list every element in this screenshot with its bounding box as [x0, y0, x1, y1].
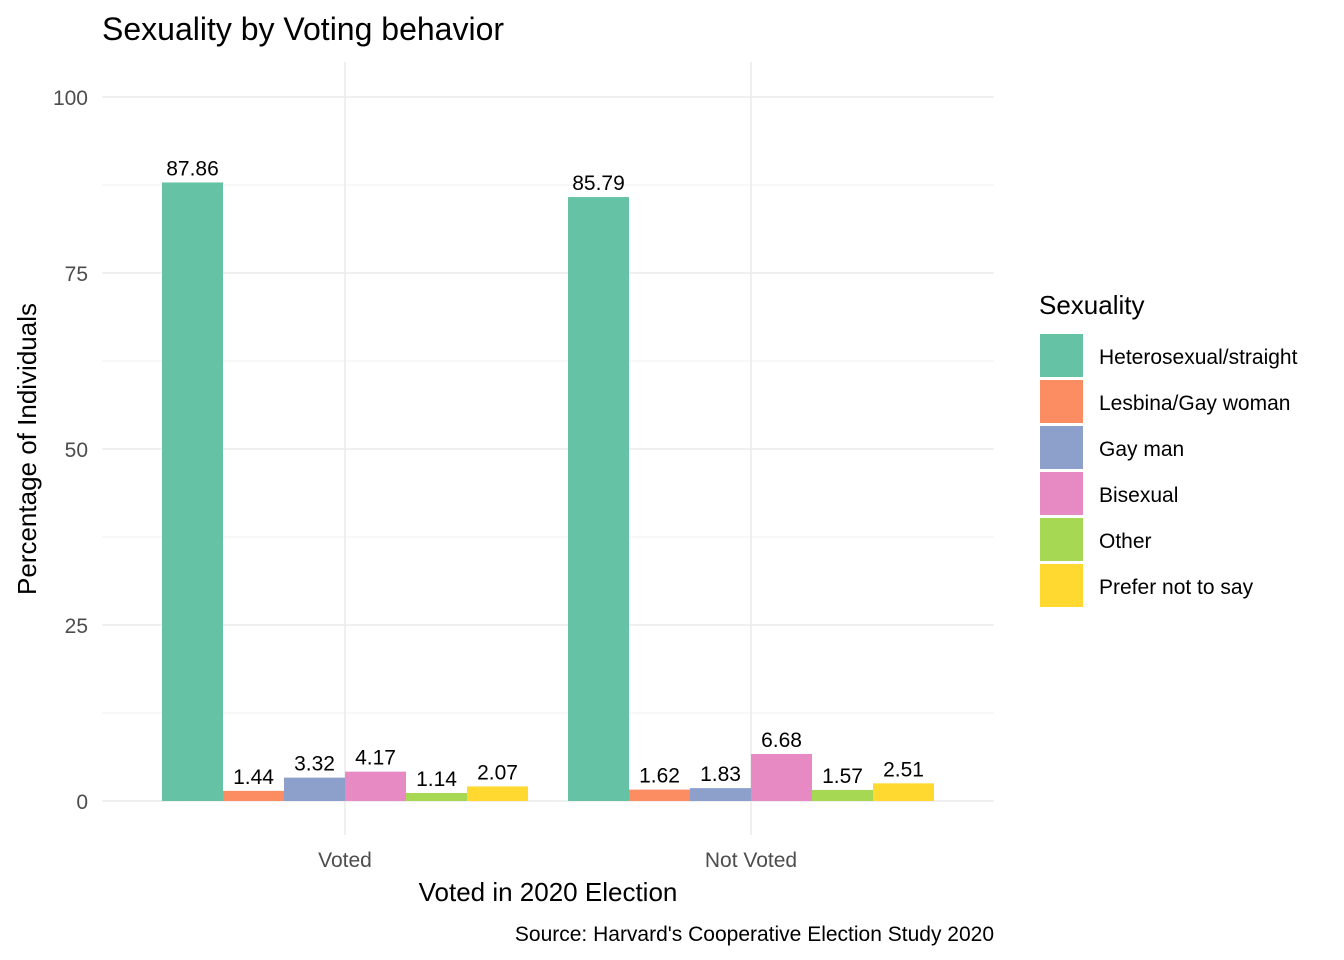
bar	[162, 182, 223, 802]
legend-swatch	[1040, 472, 1083, 515]
bar	[406, 792, 467, 801]
x-axis-ticks: Voted Not Voted	[318, 849, 797, 872]
x-tick-label: Voted	[318, 849, 372, 872]
y-tick-label: 50	[65, 439, 88, 462]
bar	[873, 783, 934, 801]
legend-swatch	[1040, 518, 1083, 561]
legend-label: Heterosexual/straight	[1099, 346, 1298, 369]
chart-title: Sexuality by Voting behavior	[102, 11, 504, 47]
bar	[629, 789, 690, 801]
y-tick-label: 75	[65, 263, 88, 286]
legend-label: Other	[1099, 530, 1152, 553]
bar-value-label: 4.17	[355, 747, 396, 770]
bar	[345, 771, 406, 801]
bar-value-label: 1.62	[639, 765, 680, 788]
bar-value-label: 6.68	[761, 729, 802, 752]
bar	[223, 790, 284, 801]
bar-value-label: 1.14	[416, 768, 457, 791]
bar-value-label: 3.32	[294, 753, 335, 776]
bar-value-label: 1.44	[233, 766, 274, 789]
y-tick-label: 25	[65, 615, 88, 638]
legend: Sexuality Heterosexual/straight Lesbina/G…	[1039, 290, 1298, 607]
legend-label: Bisexual	[1099, 484, 1178, 507]
bar-value-label: 1.57	[822, 765, 863, 788]
legend-title: Sexuality	[1039, 290, 1145, 320]
bar-value-label: 2.07	[477, 761, 518, 784]
y-axis-ticks: 0 25 50 75 100	[53, 87, 88, 814]
bar-value-label: 85.79	[572, 172, 625, 195]
legend-label: Lesbina/Gay woman	[1099, 392, 1290, 415]
bar	[284, 777, 345, 801]
bar	[751, 753, 812, 801]
legend-label: Gay man	[1099, 438, 1184, 461]
x-tick-label: Not Voted	[705, 849, 797, 872]
bars	[162, 182, 934, 802]
bar-value-label: 1.83	[700, 763, 741, 786]
bar-value-label: 2.51	[883, 758, 924, 781]
bar-value-label: 87.86	[166, 157, 219, 180]
y-tick-label: 0	[76, 791, 88, 814]
y-axis-title: Percentage of Individuals	[12, 303, 42, 595]
chart-caption: Source: Harvard's Cooperative Election S…	[515, 923, 994, 946]
x-axis-title: Voted in 2020 Election	[419, 877, 678, 907]
grid	[102, 62, 994, 835]
bar	[467, 786, 528, 801]
legend-label: Prefer not to say	[1099, 576, 1254, 599]
legend-swatch	[1040, 564, 1083, 607]
bar-labels: 87.86 1.44 3.32 4.17 1.14 2.07 85.79 1.62 1.83 6.…	[166, 157, 924, 791]
legend-swatch	[1040, 426, 1083, 469]
y-tick-label: 100	[53, 87, 88, 110]
legend-swatch	[1040, 380, 1083, 423]
legend-swatch	[1040, 334, 1083, 377]
bar	[568, 197, 629, 802]
bar	[690, 788, 751, 801]
bar	[812, 789, 873, 801]
